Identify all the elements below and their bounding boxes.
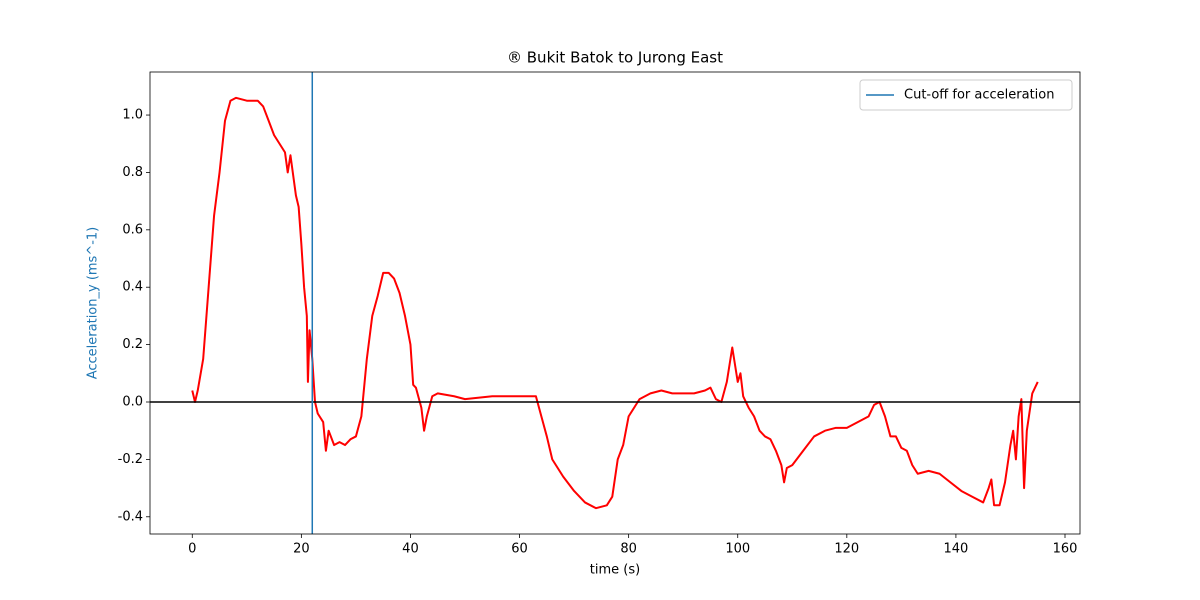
x-tick-label: 40 [402, 542, 419, 557]
y-axis-label: Acceleration_y (ms^-1) [86, 227, 101, 380]
y-tick-label: 0.0 [122, 395, 143, 410]
y-tick-label: 0.8 [122, 165, 143, 180]
y-tick-label: -0.2 [118, 452, 143, 467]
y-tick-label: -0.4 [118, 509, 143, 524]
y-tick-label: 1.0 [122, 108, 143, 123]
legend-label: Cut-off for acceleration [904, 88, 1054, 103]
x-tick-label: 140 [943, 542, 968, 557]
x-tick-label: 80 [620, 542, 637, 557]
y-tick-label: 0.2 [122, 337, 143, 352]
x-tick-label: 120 [834, 542, 859, 557]
legend-box [859, 79, 1073, 111]
plot-frame [149, 71, 1081, 535]
x-tick-label: 0 [188, 542, 196, 557]
x-tick-label: 60 [511, 542, 528, 557]
x-tick-label: 100 [725, 542, 750, 557]
chart-title: ® Bukit Batok to Jurong East [507, 49, 723, 67]
y-tick-label: 0.6 [122, 222, 143, 237]
y-tick-label: 0.4 [122, 280, 143, 295]
x-tick-label: 20 [293, 542, 310, 557]
x-axis-label: time (s) [590, 563, 640, 578]
x-tick-label: 160 [1053, 542, 1078, 557]
data-line [191, 96, 1039, 510]
